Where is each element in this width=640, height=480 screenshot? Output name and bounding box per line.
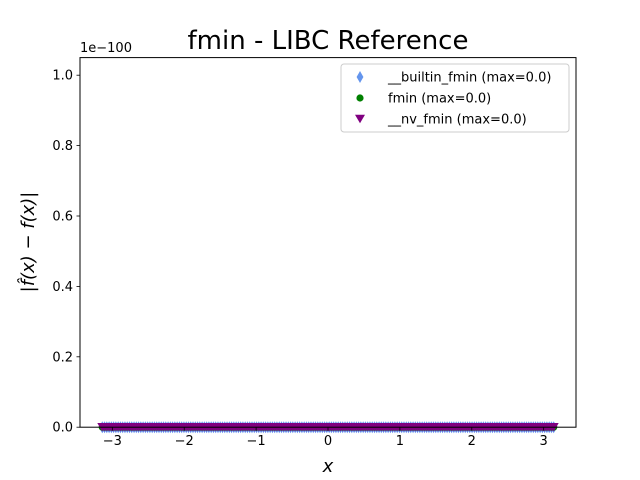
y-tick-label: 0.2 [52, 350, 73, 365]
legend-label: __nv_fmin (max=0.0) [387, 113, 527, 128]
legend-item: __nv_fmin (max=0.0) [355, 113, 527, 128]
x-axis-label: x [322, 456, 334, 477]
x-tick-label: 0 [324, 434, 332, 449]
x-axis-ticks: −3 −2 −1 0 1 2 3 [103, 427, 548, 449]
legend-marker [356, 94, 364, 102]
x-tick-label: 2 [468, 434, 476, 449]
y-tick-label: 0.8 [52, 139, 73, 154]
y-axis-offset-text: 1e−100 [80, 41, 132, 56]
legend-label: fmin (max=0.0) [388, 92, 491, 107]
x-tick-label: −3 [103, 434, 122, 449]
legend: __builtin_fmin (max=0.0) fmin (max=0.0) __… [340, 63, 570, 133]
legend-item: fmin (max=0.0) [356, 92, 491, 107]
legend-box [340, 63, 570, 133]
x-tick-label: −2 [175, 434, 194, 449]
x-tick-label: 3 [540, 434, 548, 449]
y-tick-label: 1.0 [52, 69, 73, 84]
y-tick-label: 0.4 [52, 280, 73, 295]
y-tick-label: 0.0 [52, 421, 73, 436]
y-axis-ticks: 0.0 0.2 0.4 0.6 0.8 1.0 [52, 69, 80, 436]
legend-label: __builtin_fmin (max=0.0) [387, 71, 551, 86]
legend-marker [356, 71, 364, 83]
y-axis-label: |f̂(x) − f(x)| [18, 192, 39, 293]
x-tick-label: −1 [247, 434, 266, 449]
y-tick-label: 0.6 [52, 210, 73, 225]
legend-item: __builtin_fmin (max=0.0) [356, 71, 551, 86]
legend-marker [355, 114, 365, 124]
chart-title: fmin - LIBC Reference [188, 26, 469, 56]
x-tick-label: 1 [396, 434, 404, 449]
